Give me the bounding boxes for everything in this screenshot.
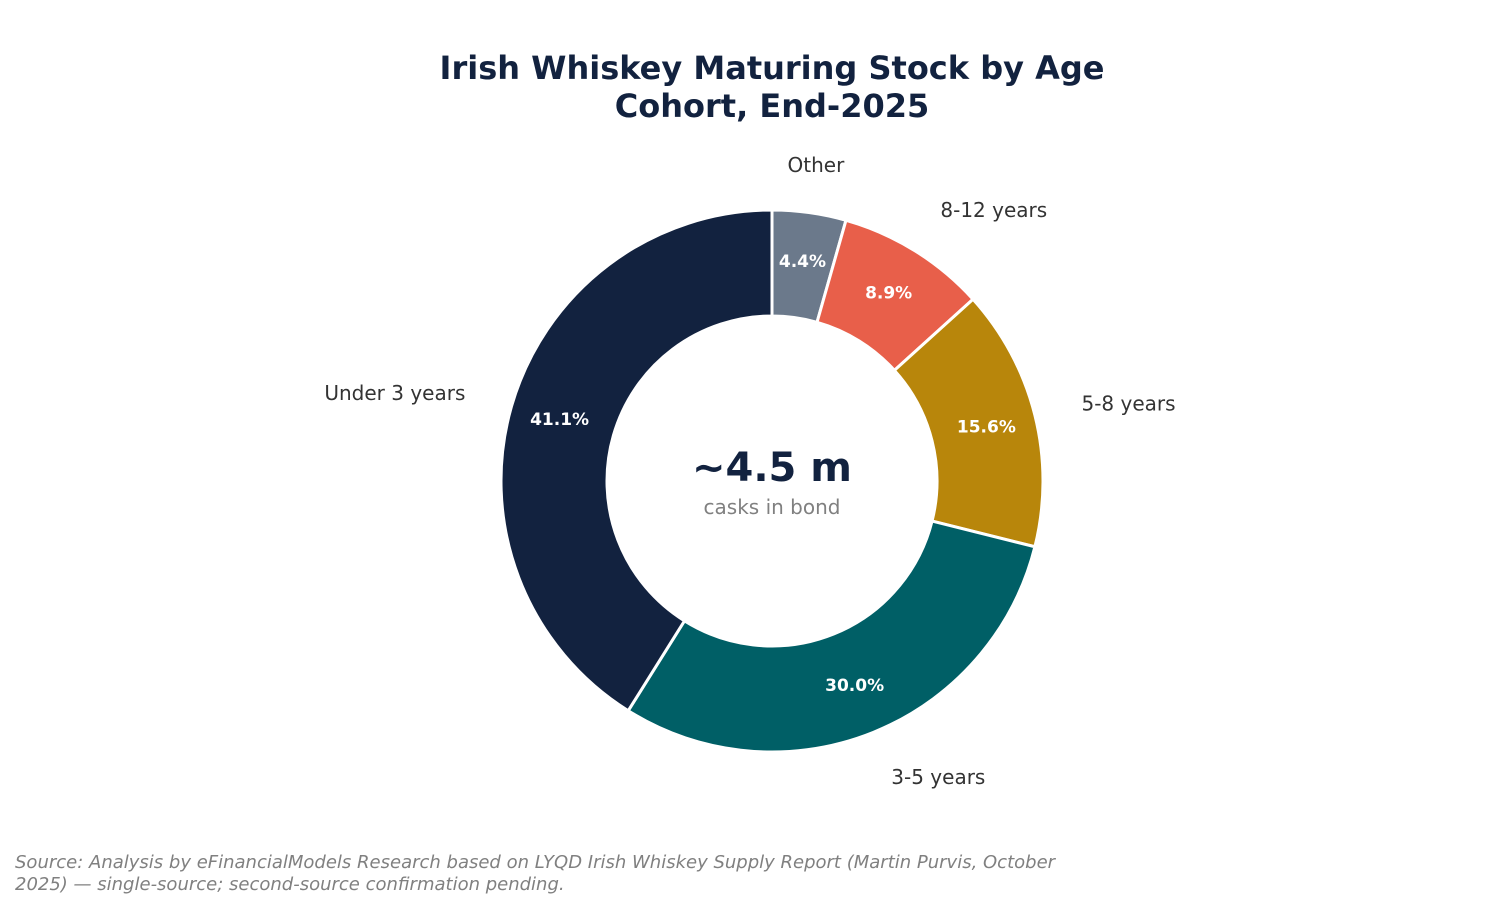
category-label-3-5-years: 3-5 years (891, 765, 985, 789)
donut-slices (499, 208, 1045, 754)
percent-label-8-12-years: 8.9% (865, 283, 912, 303)
percent-label-other: 4.4% (779, 252, 826, 272)
donut-category-labels: Other 8-12 years 5-8 years 3-5 years Under 3… (324, 153, 1175, 789)
percent-label-3-5-years: 30.0% (825, 676, 884, 696)
slice-under-3-years (499, 208, 774, 713)
slice-3-5-years (626, 519, 1037, 754)
chart-title-line-2: Cohort, End-2025 (615, 87, 930, 125)
category-label-5-8-years: 5-8 years (1081, 392, 1175, 416)
center-caption: casks in bond (704, 495, 841, 519)
category-label-under-3-years: Under 3 years (324, 381, 465, 405)
category-label-other: Other (788, 153, 846, 177)
chart-title-line-1: Irish Whiskey Maturing Stock by Age (440, 49, 1105, 87)
source-note: Source: Analysis by eFinancialModels Res… (15, 852, 1056, 895)
donut-percent-labels: 4.4% 8.9% 15.6% 30.0% 41.1% (530, 252, 1016, 696)
category-label-8-12-years: 8-12 years (940, 198, 1047, 222)
percent-label-under-3-years: 41.1% (530, 410, 589, 430)
percent-label-5-8-years: 15.6% (957, 417, 1016, 437)
center-total-value: ~4.5 m (692, 445, 852, 491)
